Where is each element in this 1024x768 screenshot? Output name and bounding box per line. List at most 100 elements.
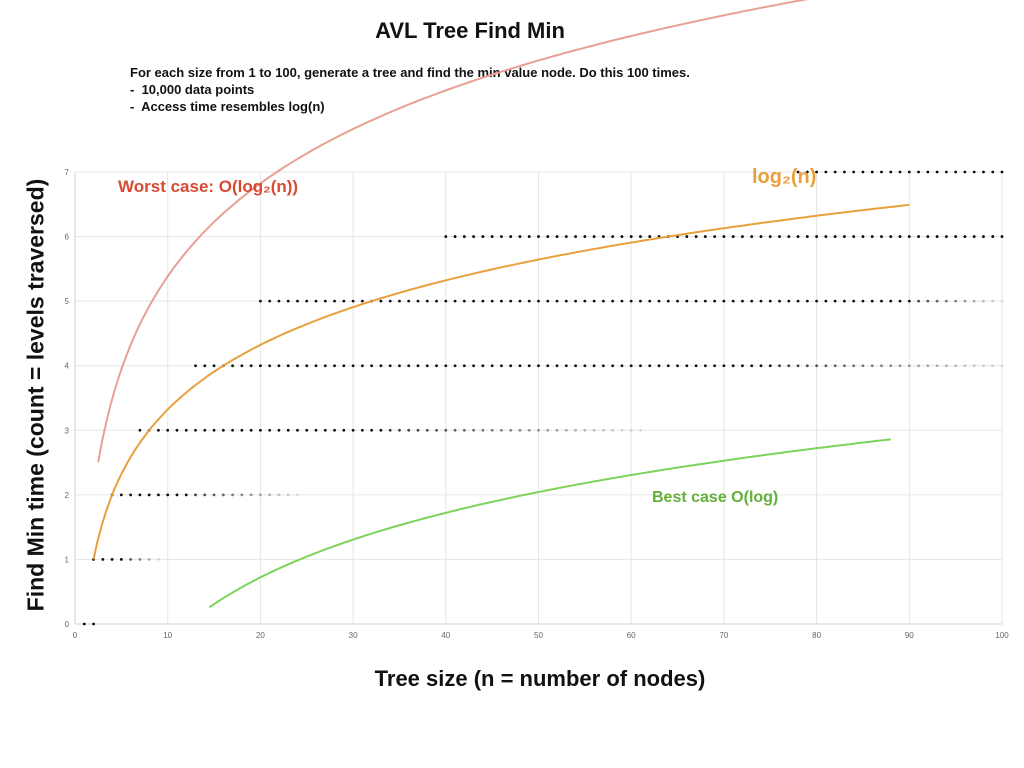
data-point — [416, 364, 420, 368]
data-point — [639, 364, 642, 368]
data-point — [787, 235, 791, 238]
data-point — [926, 235, 930, 238]
data-point — [944, 299, 948, 303]
data-point — [583, 364, 587, 368]
x-tick-label: 80 — [812, 631, 821, 640]
data-point — [935, 170, 939, 174]
data-point — [555, 235, 559, 238]
data-point — [880, 170, 883, 174]
data-point — [286, 299, 290, 303]
data-point — [435, 428, 438, 432]
data-point — [509, 299, 513, 303]
data-point — [861, 299, 865, 303]
data-point — [249, 493, 253, 497]
data-point — [407, 428, 411, 432]
data-point — [972, 299, 976, 303]
data-point — [472, 235, 476, 238]
data-point — [629, 235, 633, 238]
data-point — [889, 235, 893, 238]
data-point — [824, 235, 828, 238]
data-point — [713, 235, 717, 238]
data-point — [870, 299, 874, 303]
data-point — [741, 364, 744, 368]
data-point — [907, 170, 911, 174]
data-point — [416, 428, 420, 432]
y-tick-label: 6 — [65, 233, 70, 242]
data-point — [926, 364, 930, 368]
data-point — [666, 299, 670, 303]
data-point — [212, 364, 216, 368]
data-point — [611, 235, 615, 238]
data-point — [564, 364, 568, 368]
data-point — [583, 235, 587, 238]
curve-0 — [97, 0, 808, 463]
data-point — [889, 170, 893, 174]
data-point — [611, 364, 615, 368]
data-point — [221, 493, 225, 497]
data-point — [815, 170, 818, 174]
data-point — [629, 428, 633, 432]
description-bullet-2: - Access time resembles log(n) — [130, 99, 325, 114]
data-point — [982, 235, 985, 238]
y-tick-label: 1 — [65, 555, 70, 564]
data-point — [351, 428, 355, 432]
data-point — [481, 364, 485, 368]
data-point — [898, 170, 902, 174]
data-point — [843, 235, 846, 238]
data-point — [342, 299, 346, 303]
data-point — [870, 170, 874, 174]
x-tick-label: 50 — [534, 631, 543, 640]
data-point — [991, 364, 995, 368]
data-point — [462, 364, 466, 368]
data-point — [592, 364, 596, 368]
data-point — [462, 235, 466, 238]
data-point — [954, 170, 958, 174]
data-point — [833, 235, 837, 238]
data-point — [824, 364, 828, 368]
data-point — [815, 299, 818, 303]
data-point — [713, 364, 717, 368]
data-point — [666, 364, 670, 368]
data-point — [546, 235, 550, 238]
data-point — [388, 364, 392, 368]
data-point — [898, 364, 902, 368]
data-point — [611, 428, 615, 432]
data-point — [759, 364, 763, 368]
data-point — [407, 299, 411, 303]
data-point — [333, 428, 336, 432]
data-point — [954, 364, 958, 368]
data-point — [249, 428, 253, 432]
data-point — [833, 364, 837, 368]
data-point — [824, 170, 828, 174]
data-point — [398, 364, 401, 368]
data-point — [212, 493, 216, 497]
data-point — [462, 428, 466, 432]
data-point — [425, 364, 429, 368]
data-point — [796, 235, 800, 238]
data-point — [388, 299, 392, 303]
description-line: For each size from 1 to 100, generate a … — [130, 65, 690, 80]
data-point — [184, 493, 188, 497]
data-point — [778, 299, 781, 303]
data-point — [852, 299, 856, 303]
data-point — [555, 299, 559, 303]
data-point — [676, 364, 679, 368]
data-point — [546, 428, 550, 432]
data-point — [314, 299, 318, 303]
data-point — [481, 299, 485, 303]
data-point — [435, 364, 438, 368]
data-point — [166, 428, 170, 432]
data-point — [147, 558, 151, 561]
data-point — [583, 299, 587, 303]
data-point — [982, 299, 985, 303]
x-tick-label: 100 — [995, 631, 1009, 640]
data-point — [787, 364, 791, 368]
x-tick-label: 30 — [349, 631, 358, 640]
data-point — [453, 364, 457, 368]
data-point — [731, 364, 735, 368]
data-point — [407, 364, 411, 368]
data-point — [676, 299, 679, 303]
data-point — [972, 364, 976, 368]
data-point — [917, 170, 920, 174]
